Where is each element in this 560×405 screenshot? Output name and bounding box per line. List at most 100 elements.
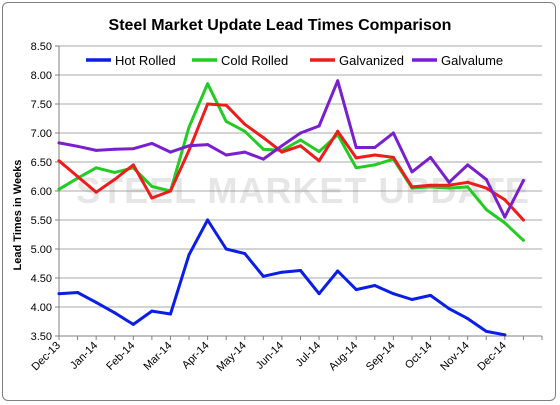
data-point xyxy=(168,312,172,316)
data-point xyxy=(299,138,302,142)
y-tick-label: 7.00 xyxy=(31,128,52,140)
data-point xyxy=(150,196,154,200)
data-point xyxy=(94,148,98,152)
data-point xyxy=(466,163,470,167)
data-point xyxy=(484,329,488,333)
data-point xyxy=(261,274,265,278)
data-point xyxy=(299,131,302,135)
y-axis-title: Lead Times in Weeks xyxy=(12,160,24,271)
data-point xyxy=(261,136,265,140)
data-point xyxy=(113,147,117,151)
data-point xyxy=(410,297,414,301)
y-tick-label: 5.50 xyxy=(31,215,52,227)
data-point xyxy=(336,129,340,133)
data-point xyxy=(466,185,470,189)
data-point xyxy=(206,82,210,86)
x-tick-label: Jan-14 xyxy=(68,340,100,372)
data-point xyxy=(373,153,377,157)
data-point xyxy=(243,122,247,126)
line-chart: Steel Market Update Lead Times Compariso… xyxy=(12,17,543,374)
data-point xyxy=(94,300,98,304)
data-point xyxy=(391,155,395,159)
data-point xyxy=(521,179,525,183)
data-point xyxy=(187,144,191,148)
y-tick-label: 6.50 xyxy=(31,157,52,169)
data-point xyxy=(317,124,321,128)
data-point xyxy=(261,147,265,151)
data-point xyxy=(466,180,470,184)
y-tick-label: 6.00 xyxy=(31,186,52,198)
data-point xyxy=(206,143,210,147)
data-point xyxy=(57,141,61,145)
data-point xyxy=(410,185,414,189)
data-point xyxy=(131,147,135,151)
data-point xyxy=(354,146,358,149)
x-tick-label: Jul-14 xyxy=(294,340,324,370)
y-tick-label: 5.00 xyxy=(31,244,52,256)
data-point xyxy=(447,186,451,190)
data-point xyxy=(280,150,284,154)
data-point xyxy=(113,177,117,181)
data-point xyxy=(168,189,172,193)
data-point xyxy=(224,103,228,107)
y-tick-label: 8.00 xyxy=(31,70,52,82)
legend: Hot Rolled Cold Rolled Galvanized Galvalume xyxy=(86,53,503,68)
data-point xyxy=(503,221,507,225)
x-tick-label: Nov-14 xyxy=(438,340,472,374)
x-tick-label: Mar-14 xyxy=(141,340,174,373)
data-point xyxy=(391,292,395,296)
x-tick-label: Dec-14 xyxy=(475,340,509,374)
data-point xyxy=(187,253,191,257)
legend-label: Hot Rolled xyxy=(115,53,176,68)
x-tick-label: Dec-13 xyxy=(30,340,64,374)
data-point xyxy=(261,157,265,161)
y-tick-label: 3.50 xyxy=(31,331,52,343)
data-point xyxy=(391,131,395,135)
data-point xyxy=(94,190,98,194)
data-point xyxy=(206,218,210,222)
data-point xyxy=(373,146,377,149)
data-point xyxy=(466,317,470,321)
x-tick-label: Aug-14 xyxy=(327,340,361,374)
data-point xyxy=(187,148,191,152)
data-point xyxy=(354,156,358,160)
data-point xyxy=(76,144,80,148)
data-point xyxy=(224,247,228,251)
data-point xyxy=(150,309,154,313)
data-point xyxy=(484,186,488,190)
data-point xyxy=(317,159,321,163)
data-point xyxy=(484,208,488,212)
data-point xyxy=(206,102,210,106)
x-tick-label: Oct-14 xyxy=(403,340,435,372)
y-tick-label: 7.50 xyxy=(31,99,52,111)
data-point xyxy=(243,252,247,256)
data-point xyxy=(484,177,488,181)
series-line-galvalume xyxy=(57,79,525,219)
data-point xyxy=(243,150,247,154)
data-point xyxy=(354,166,358,170)
chart-frame: Steel Market Update Lead Times Compariso… xyxy=(2,2,556,401)
chart-title: Steel Market Update Lead Times Compariso… xyxy=(109,17,452,34)
data-point xyxy=(243,129,247,133)
data-point xyxy=(131,163,135,167)
data-point xyxy=(447,307,451,311)
data-point xyxy=(150,184,154,188)
x-tick-label: Jun-14 xyxy=(254,340,286,372)
x-tick-label: Sep-14 xyxy=(364,340,398,374)
data-point xyxy=(447,183,451,187)
data-point xyxy=(429,183,433,187)
watermark-text: STEEL MARKET UPDATE xyxy=(76,170,530,211)
gridlines xyxy=(59,45,542,337)
data-point xyxy=(280,144,284,148)
x-tick-label: Apr-14 xyxy=(180,340,212,372)
series-lines xyxy=(57,79,525,337)
data-point xyxy=(76,175,80,178)
y-tick-label: 4.00 xyxy=(31,302,52,314)
series-line-galvanized xyxy=(57,102,525,222)
data-point xyxy=(503,333,507,337)
data-point xyxy=(429,155,433,159)
data-point xyxy=(317,292,321,296)
x-tick-label: May-14 xyxy=(214,340,248,374)
data-point xyxy=(168,150,172,154)
y-tick-label: 8.50 xyxy=(31,41,52,53)
